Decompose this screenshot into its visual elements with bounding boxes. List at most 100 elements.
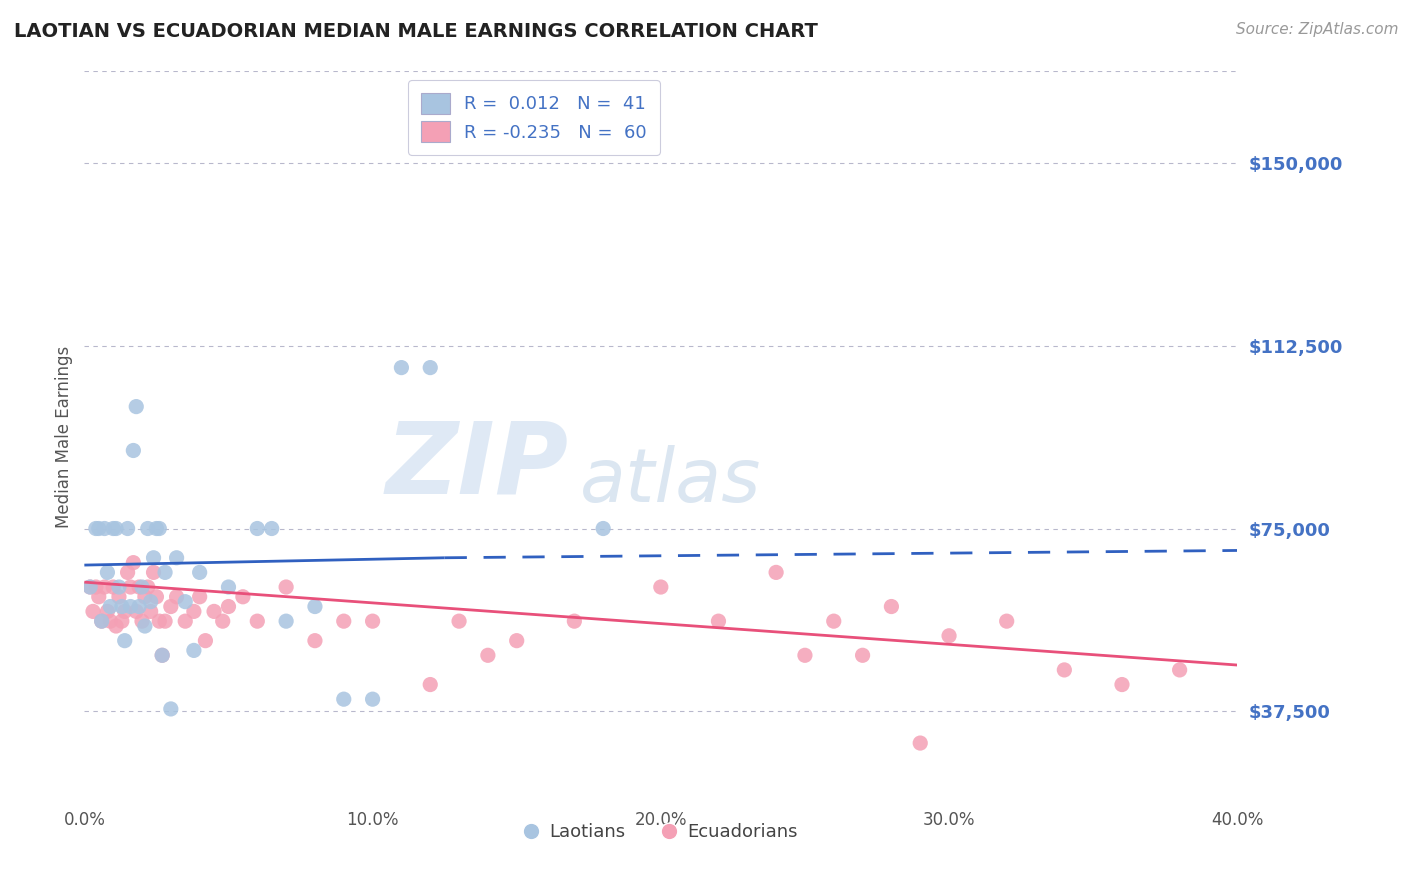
Point [506,633,529,648]
Point [98,614,121,628]
Point [128,580,150,594]
Point [93,580,115,594]
Point [114,604,136,618]
Point [98,599,121,614]
Point [246,614,269,628]
Point [823,614,845,628]
Point [564,614,586,628]
Point [304,633,326,648]
Point [142,566,165,580]
Point [852,648,875,663]
Point [90,614,112,628]
Point [276,614,298,628]
Text: ZIP: ZIP [385,417,568,515]
Point [1111,677,1133,691]
Point [333,692,356,706]
Point [246,521,269,535]
Point [128,599,150,614]
Point [79,580,101,594]
Point [136,580,159,594]
Point [122,556,145,570]
Point [111,614,134,628]
Text: atlas: atlas [581,445,762,517]
Point [1053,663,1076,677]
Point [592,521,614,535]
Point [145,521,167,535]
Point [361,692,384,706]
Point [166,550,188,565]
Point [82,604,104,618]
Point [131,614,153,628]
Point [160,702,183,716]
Point [449,614,471,628]
Point [84,580,107,594]
Point [183,643,205,657]
Point [114,633,136,648]
Point [188,566,211,580]
Point [131,580,153,594]
Point [910,736,932,750]
Point [153,566,176,580]
Point [139,604,162,618]
Point [150,648,173,663]
Point [111,599,134,614]
Point [188,590,211,604]
Point [765,566,787,580]
Point [87,521,110,535]
Point [150,648,173,663]
Point [93,521,115,535]
Point [1168,663,1191,677]
Point [87,590,110,604]
Point [304,599,326,614]
Point [108,580,131,594]
Point [136,521,159,535]
Point [96,566,118,580]
Point [108,590,131,604]
Point [183,604,205,618]
Point [142,550,165,565]
Point [122,443,145,458]
Point [145,590,167,604]
Point [103,521,124,535]
Point [90,614,112,628]
Point [148,614,170,628]
Point [134,619,156,633]
Point [120,599,142,614]
Point [707,614,730,628]
Point [880,599,903,614]
Point [117,566,139,580]
Point [419,360,441,375]
Point [995,614,1018,628]
Point [125,400,148,414]
Point [96,604,118,618]
Point [650,580,672,594]
Point [232,590,254,604]
Point [105,521,128,535]
Point [120,580,142,594]
Point [134,590,156,604]
Point [84,521,107,535]
Point [166,590,188,604]
Point [794,648,817,663]
Point [194,633,217,648]
Point [276,580,298,594]
Point [218,580,240,594]
Point [477,648,499,663]
Legend: Laotians, Ecuadorians: Laotians, Ecuadorians [517,816,804,848]
Point [153,614,176,628]
Point [333,614,356,628]
Point [79,580,101,594]
Point [202,604,225,618]
Y-axis label: Median Male Earnings: Median Male Earnings [55,346,73,528]
Point [139,594,162,608]
Point [211,614,233,628]
Point [105,619,128,633]
Point [218,599,240,614]
Point [148,521,170,535]
Point [160,599,183,614]
Point [361,614,384,628]
Point [174,594,197,608]
Point [391,360,413,375]
Point [938,629,960,643]
Text: LAOTIAN VS ECUADORIAN MEDIAN MALE EARNINGS CORRELATION CHART: LAOTIAN VS ECUADORIAN MEDIAN MALE EARNIN… [14,22,818,41]
